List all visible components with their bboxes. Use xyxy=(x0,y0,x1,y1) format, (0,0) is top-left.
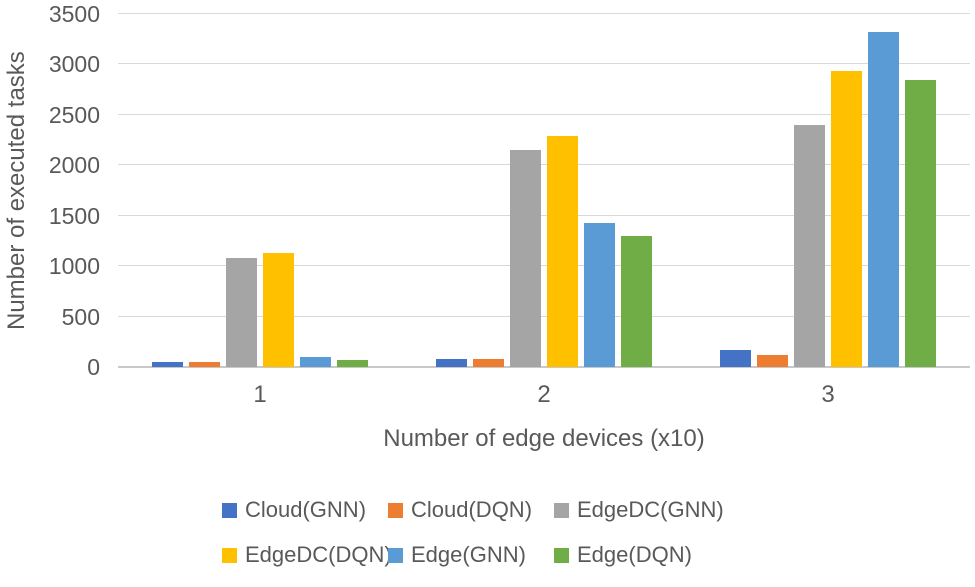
legend-item-edgegnn: Edge(GNN) xyxy=(388,542,554,568)
gridline-2000 xyxy=(118,164,970,166)
bar-cloudgnn xyxy=(436,359,467,367)
bar-cloudgnn xyxy=(152,362,183,367)
legend-item-edgedcdqn: EdgeDC(DQN) xyxy=(222,542,392,568)
bar-edgedqn xyxy=(905,80,936,367)
x-tick-label-2: 2 xyxy=(537,381,551,408)
y-tick-label: 1000 xyxy=(48,253,100,280)
y-tick-label: 3000 xyxy=(48,51,100,78)
bar-clouddqn xyxy=(473,359,504,367)
legend-color-swatch xyxy=(222,547,237,563)
bar-edgedqn xyxy=(621,236,652,367)
legend-row-1: Cloud(GNN) Cloud(DQN) EdgeDC(GNN) xyxy=(222,497,724,523)
legend-color-swatch xyxy=(554,547,569,563)
y-tick-label: 0 xyxy=(87,354,100,380)
x-tick-label-1: 1 xyxy=(253,381,267,408)
legend-row-2: EdgeDC(DQN) Edge(GNN) Edge(DQN) xyxy=(222,542,724,568)
legend-color-swatch xyxy=(554,502,569,518)
legend-label: EdgeDC(DQN) xyxy=(245,542,392,567)
bar-edgedcgnn xyxy=(510,150,541,367)
y-tick-label: 2500 xyxy=(48,101,100,128)
bar-clouddqn xyxy=(189,362,220,367)
bar-group-3 xyxy=(686,14,970,367)
gridline-3000 xyxy=(118,63,970,65)
legend-label: EdgeDC(GNN) xyxy=(577,497,724,522)
bar-edgedcgnn xyxy=(794,125,825,367)
bar-group-1 xyxy=(118,14,402,367)
bar-cloudgnn xyxy=(720,350,751,367)
bar-edgedcdqn xyxy=(547,136,578,367)
gridline-500 xyxy=(118,315,970,317)
legend-item-edgedcgnn: EdgeDC(GNN) xyxy=(554,497,724,523)
gridline-1000 xyxy=(118,265,970,267)
legend-label: Cloud(DQN) xyxy=(411,497,533,522)
bar-edgegnn xyxy=(584,223,615,367)
bar-edgedcgnn xyxy=(226,258,257,367)
bar-edgedcdqn xyxy=(831,71,862,367)
plot-area xyxy=(118,13,970,368)
legend-color-swatch xyxy=(388,502,403,518)
y-axis-ticks: 0 500 1000 1500 2000 2500 3000 3500 xyxy=(0,0,100,400)
legend-color-swatch xyxy=(222,502,237,518)
y-tick-label: 2000 xyxy=(48,152,100,179)
x-axis-line xyxy=(118,366,970,368)
gridline-3500 xyxy=(118,13,970,14)
y-tick-label: 3500 xyxy=(48,1,100,27)
legend-color-swatch xyxy=(388,547,403,563)
legend-item-cloudgnn: Cloud(GNN) xyxy=(222,497,388,523)
bar-group-2 xyxy=(402,14,686,367)
legend-label: Edge(GNN) xyxy=(411,542,526,567)
y-tick-label: 500 xyxy=(61,303,100,330)
gridline-1500 xyxy=(118,214,970,216)
x-axis-ticks: 1 2 3 xyxy=(118,381,970,413)
bar-edgegnn xyxy=(300,357,331,367)
legend-label: Edge(DQN) xyxy=(577,542,692,567)
x-tick-label-3: 3 xyxy=(821,381,835,408)
legend: Cloud(GNN) Cloud(DQN) EdgeDC(GNN) EdgeDC(DQ… xyxy=(222,497,724,587)
legend-label: Cloud(GNN) xyxy=(245,497,367,522)
y-tick-label: 1500 xyxy=(48,202,100,229)
bar-edgegnn xyxy=(868,32,899,367)
bar-edgedqn xyxy=(337,360,368,367)
legend-item-clouddqn: Cloud(DQN) xyxy=(388,497,554,523)
x-axis-title: Number of edge devices (x10) xyxy=(383,425,705,452)
legend-item-edgedqn: Edge(DQN) xyxy=(554,542,692,568)
bar-clouddqn xyxy=(757,355,788,367)
bar-edgedcdqn xyxy=(263,253,294,367)
gridline-2500 xyxy=(118,113,970,115)
